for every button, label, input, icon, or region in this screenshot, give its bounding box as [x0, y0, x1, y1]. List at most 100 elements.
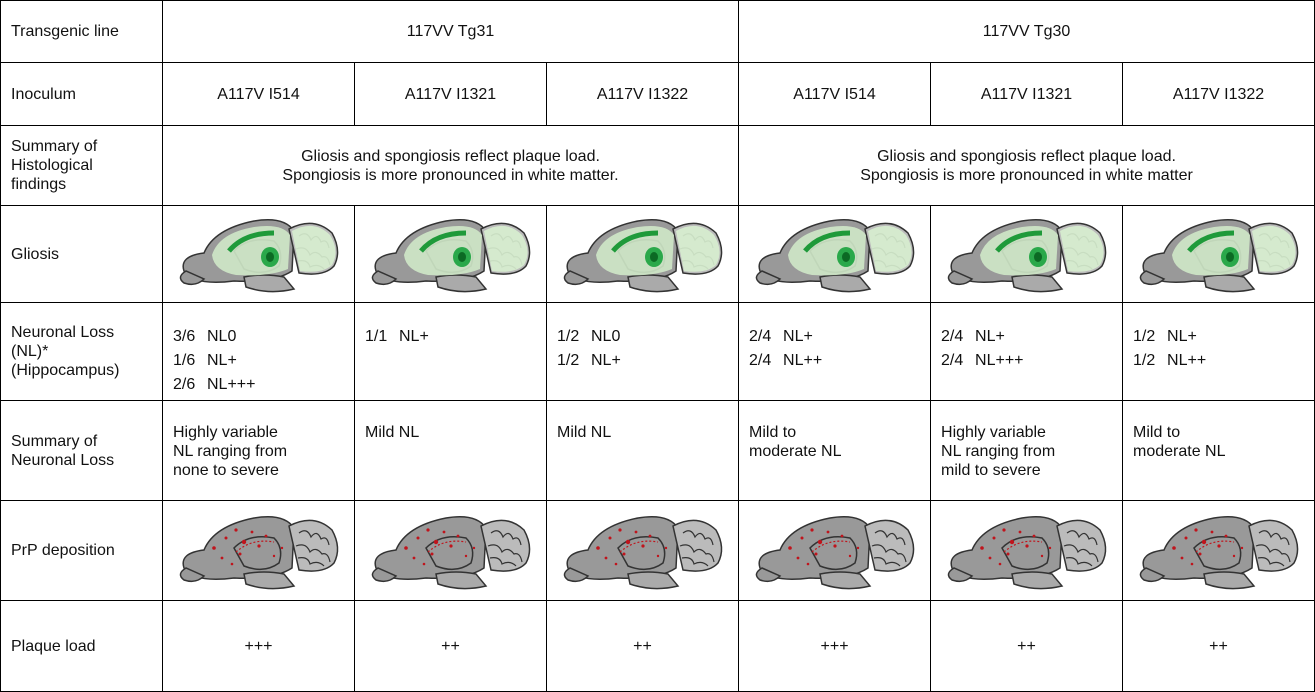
table-cell: +++ — [163, 601, 355, 692]
cell-text: Spongiosis is more pronounced in white m… — [749, 166, 1304, 185]
row-label: Neuronal Loss(NL)*(Hippocampus) — [1, 303, 163, 401]
nl-grade: NL++ — [1167, 352, 1206, 369]
table-cell: ++ — [1123, 601, 1315, 692]
row-label-text: Neuronal Loss — [11, 323, 152, 342]
nl-grade: NL0 — [591, 328, 620, 345]
table-cell: Gliosis and spongiosis reflect plaque lo… — [163, 126, 739, 206]
table-cell: A117V I514 — [739, 63, 931, 126]
cell-text: ++ — [1209, 638, 1228, 655]
nl-grade: NL+ — [975, 328, 1005, 345]
table-cell: 117VV Tg31 — [163, 1, 739, 63]
brain-illustration — [365, 211, 537, 297]
cell-text: Mild NL — [557, 423, 728, 442]
row-label-text: Transgenic line — [11, 23, 119, 40]
image-cell — [931, 501, 1123, 601]
nl-grade: NL+++ — [975, 352, 1023, 369]
nl-fraction: 3/6 — [173, 325, 207, 349]
row-label-text: PrP deposition — [11, 542, 115, 559]
cell-text: Spongiosis is more pronounced in white m… — [173, 166, 728, 185]
brain-illustration — [1133, 211, 1305, 297]
cell-text: +++ — [821, 638, 849, 655]
image-cell — [931, 206, 1123, 303]
cell-text: NL ranging from — [941, 442, 1112, 461]
row-label-text: Neuronal Loss — [11, 451, 152, 470]
image-cell — [355, 206, 547, 303]
brain-illustration — [173, 508, 345, 594]
nl-fraction: 2/4 — [749, 349, 783, 373]
cell-text: ++ — [1017, 638, 1036, 655]
table-cell: ++ — [355, 601, 547, 692]
table-row: PrP deposition — [1, 501, 1315, 601]
cell-text: mild to severe — [941, 461, 1112, 480]
nl-fraction: 2/4 — [749, 325, 783, 349]
nl-grade: NL+++ — [207, 376, 255, 393]
row-label-text: Histological — [11, 156, 152, 175]
row-label: Transgenic line — [1, 1, 163, 63]
cell-text: ++ — [441, 638, 460, 655]
cell-text: ++ — [633, 638, 652, 655]
table-cell: A117V I1321 — [931, 63, 1123, 126]
brain-illustration — [557, 211, 729, 297]
row-label: Inoculum — [1, 63, 163, 126]
image-cell — [163, 501, 355, 601]
cell-text: A117V I1322 — [597, 86, 688, 103]
nl-fraction: 2/6 — [173, 373, 207, 397]
cell-text: none to severe — [173, 461, 344, 480]
row-label: Plaque load — [1, 601, 163, 692]
image-cell — [739, 501, 931, 601]
image-cell — [163, 206, 355, 303]
cell-text: Mild to — [1133, 423, 1304, 442]
nl-grade: NL+ — [591, 352, 621, 369]
cell-text: Highly variable — [941, 423, 1112, 442]
table-cell: +++ — [739, 601, 931, 692]
nl-fraction: 1/2 — [1133, 325, 1167, 349]
brain-illustration — [365, 508, 537, 594]
row-label-text: (NL)* — [11, 342, 152, 361]
findings-table: Transgenic line117VV Tg31117VV Tg30Inocu… — [0, 0, 1315, 692]
brain-illustration — [173, 211, 345, 297]
row-label-text: Summary of — [11, 432, 152, 451]
image-cell — [739, 206, 931, 303]
cell-text: Highly variable — [173, 423, 344, 442]
cell-text: A117V I1321 — [405, 86, 496, 103]
row-label: Gliosis — [1, 206, 163, 303]
image-cell — [355, 501, 547, 601]
brain-illustration — [749, 211, 921, 297]
nl-grade: NL+ — [207, 352, 237, 369]
table-cell: A117V I1322 — [1123, 63, 1315, 126]
row-label-text: Gliosis — [11, 246, 59, 263]
cell-text: 117VV Tg31 — [407, 23, 494, 40]
image-cell — [547, 206, 739, 303]
table-cell: ++ — [931, 601, 1123, 692]
brain-illustration — [1133, 508, 1305, 594]
cell-text: +++ — [244, 638, 272, 655]
table-row: Gliosis — [1, 206, 1315, 303]
page: Transgenic line117VV Tg31117VV Tg30Inocu… — [0, 0, 1315, 691]
table-cell: A117V I514 — [163, 63, 355, 126]
table-cell: Gliosis and spongiosis reflect plaque lo… — [739, 126, 1315, 206]
cell-text: Gliosis and spongiosis reflect plaque lo… — [749, 147, 1304, 166]
nl-fraction: 2/4 — [941, 349, 975, 373]
cell-text: A117V I514 — [217, 86, 299, 103]
nl-fraction: 1/2 — [557, 325, 591, 349]
cell-text: moderate NL — [749, 442, 920, 461]
cell-text: A117V I514 — [793, 86, 875, 103]
row-label-text: Plaque load — [11, 638, 96, 655]
